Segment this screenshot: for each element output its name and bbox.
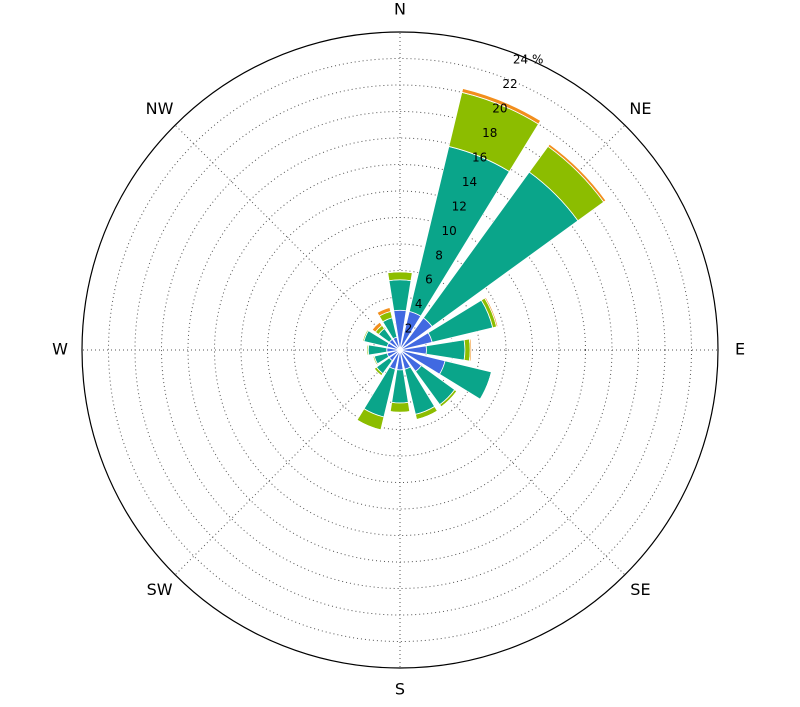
wedge	[463, 338, 471, 362]
grid-circle	[320, 270, 480, 430]
wedge	[461, 87, 542, 125]
wedge	[388, 279, 412, 312]
grid-circle	[108, 58, 692, 642]
r-tick-label: 14	[462, 175, 477, 189]
radial-grid-line	[174, 349, 401, 576]
wedge	[416, 410, 438, 420]
r-tick-label: 20	[492, 101, 507, 115]
wedge	[362, 329, 368, 342]
r-tick-label: 8	[435, 248, 443, 262]
wedge	[387, 271, 413, 274]
direction-label: S	[395, 680, 405, 699]
grid-circle	[214, 164, 586, 536]
r-tick-label: 6	[425, 273, 433, 287]
r-tick-label: 16	[472, 150, 487, 164]
r-tick-label: 2	[405, 322, 413, 336]
direction-label: SW	[147, 580, 173, 599]
wedge	[484, 296, 499, 328]
r-tick-label: 24 %	[513, 52, 544, 66]
direction-label: NE	[629, 99, 651, 118]
r-tick-label: 10	[442, 224, 457, 238]
wedge	[425, 339, 466, 361]
grid-circle	[293, 243, 507, 457]
wedge	[371, 321, 383, 333]
grid-circle	[240, 190, 560, 510]
direction-label: E	[735, 340, 745, 359]
wedge	[373, 368, 382, 377]
wedge	[547, 143, 607, 203]
direction-label: N	[394, 0, 406, 19]
wedge	[389, 401, 411, 413]
outer-circle	[81, 31, 719, 669]
direction-label: NW	[146, 99, 174, 118]
wedge	[468, 338, 472, 362]
direction-label: W	[52, 340, 68, 359]
r-tick-label: 22	[502, 77, 517, 91]
wedge	[387, 271, 413, 282]
wedge	[376, 307, 392, 317]
grid-circle	[161, 111, 639, 589]
direction-label: SE	[630, 580, 650, 599]
r-tick-label: 4	[415, 297, 423, 311]
wedge	[356, 419, 381, 431]
r-tick-label: 18	[482, 126, 497, 140]
wedge	[372, 356, 377, 365]
r-tick-label: 12	[452, 199, 467, 213]
radial-grid-line	[174, 124, 401, 351]
